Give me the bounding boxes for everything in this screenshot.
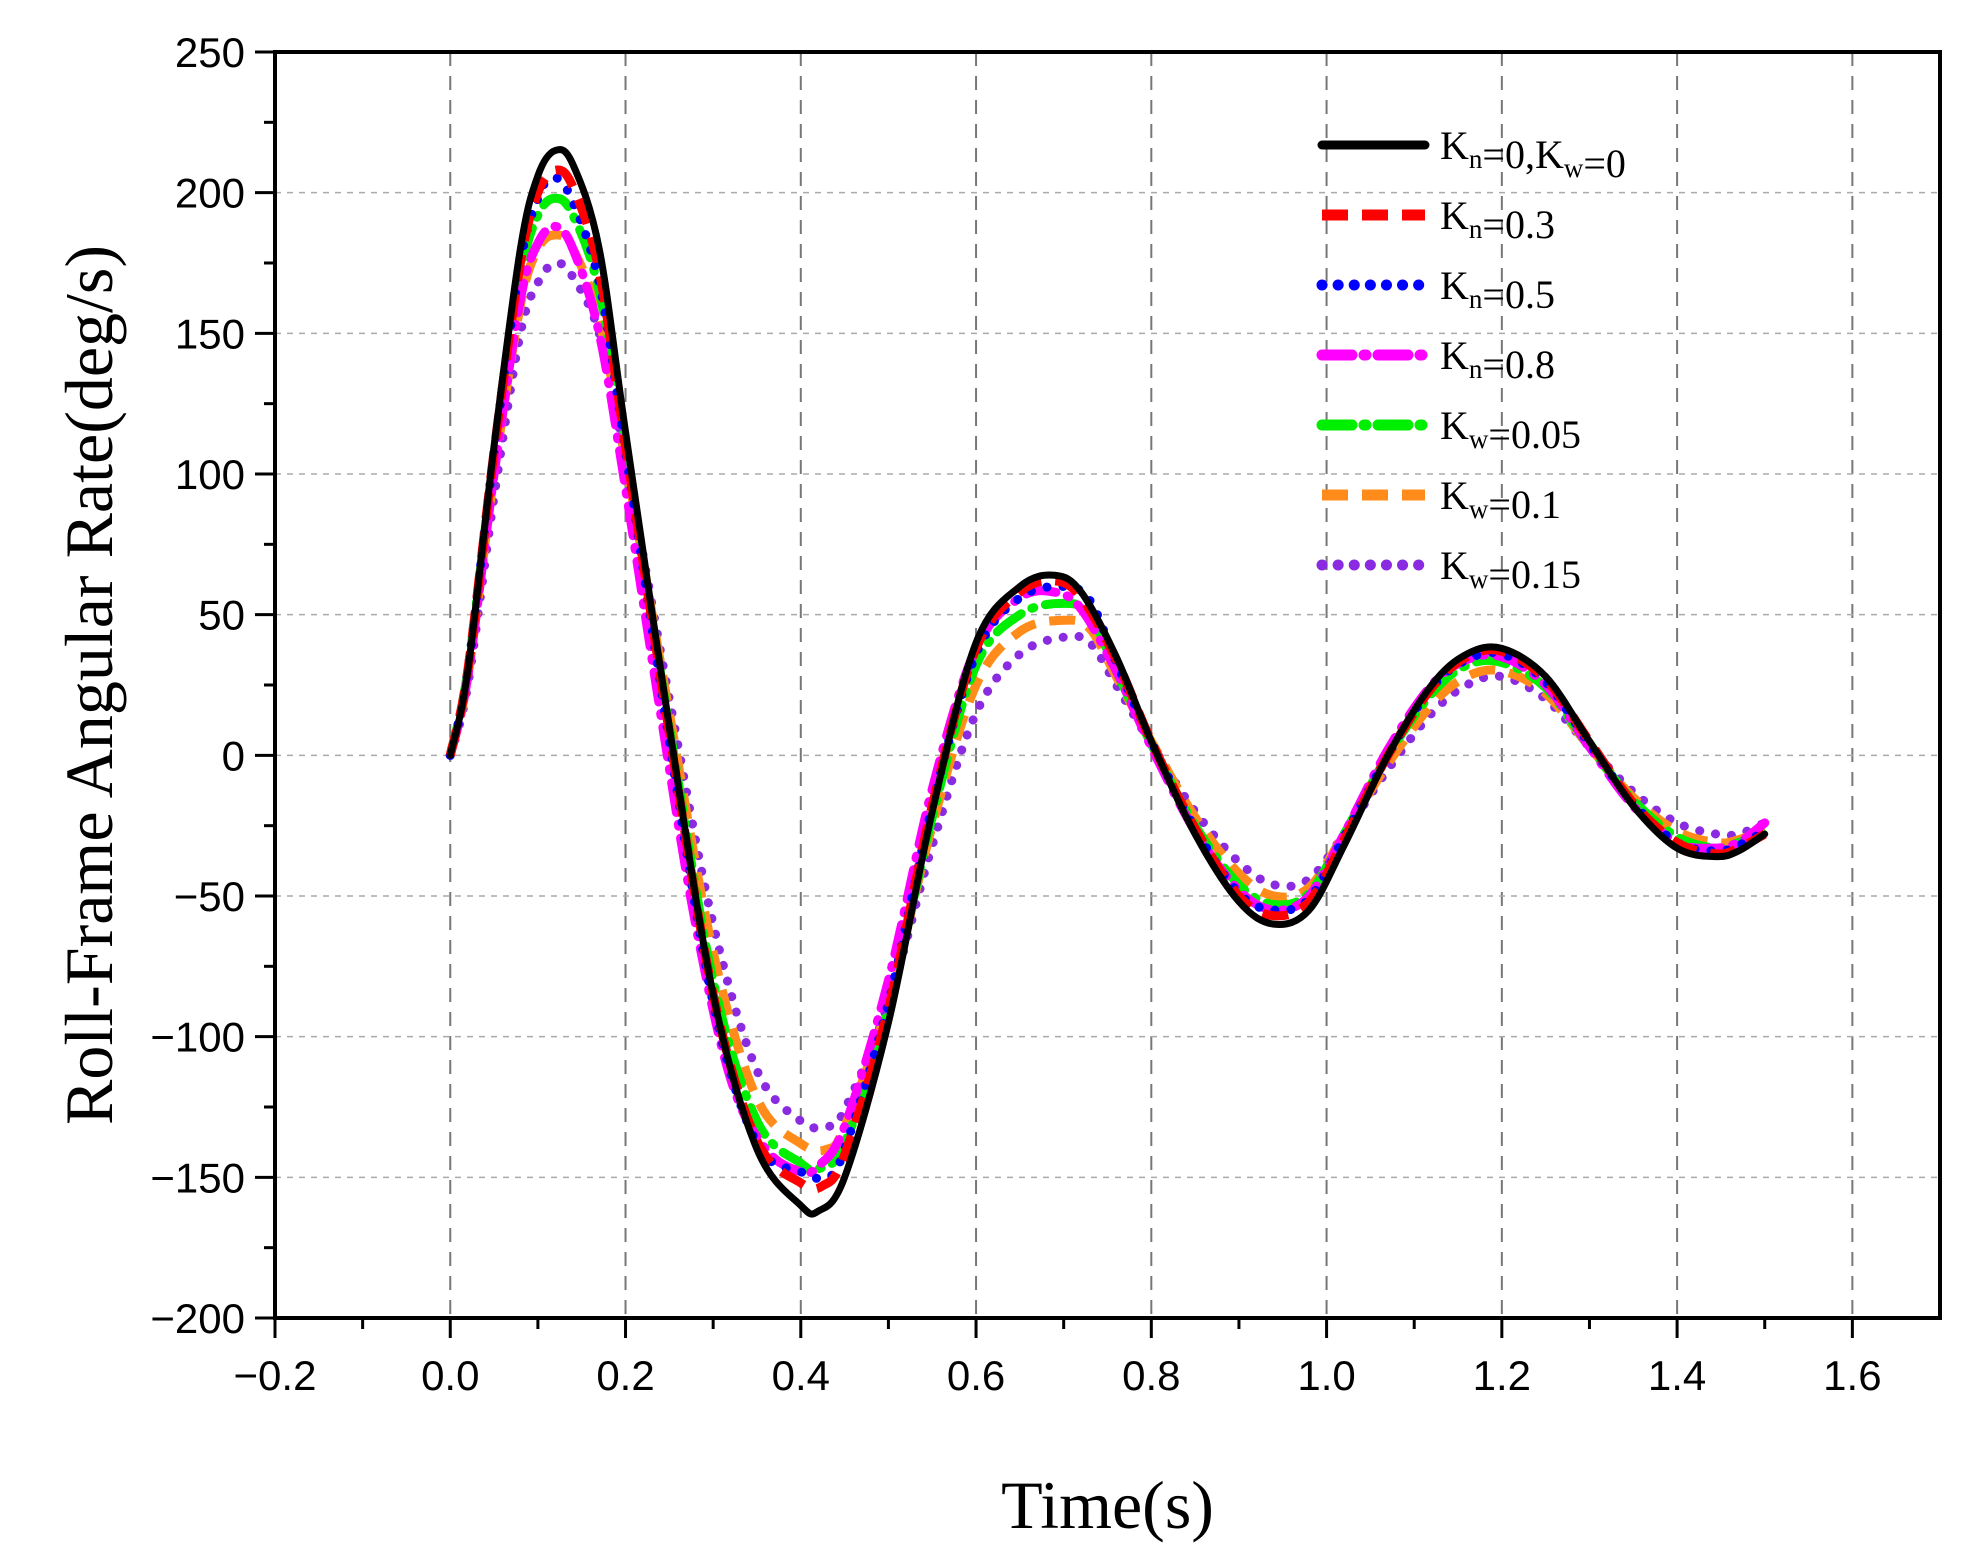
series-line	[446, 146, 1769, 1218]
x-tick-label: 1.4	[1648, 1352, 1706, 1399]
legend-label: Kn=0.5	[1440, 263, 1555, 317]
y-tick-label: −100	[150, 1014, 245, 1061]
x-axis-title: Time(s)	[1001, 1467, 1214, 1543]
series-line	[445, 193, 1770, 1176]
y-tick-label: −150	[150, 1154, 245, 1201]
x-tick-label: 1.0	[1297, 1352, 1355, 1399]
series-line	[445, 230, 1767, 1156]
x-tick-label: 0.6	[947, 1352, 1005, 1399]
series-line	[445, 221, 1770, 1178]
axis-layer: −0.2 0.0 0.2 0.4 0.6 0.8 1.0 1.2 1.4 1.6 −200 −150 −…	[150, 29, 1881, 1399]
y-tick-label: −50	[174, 873, 245, 920]
x-tick-label: 0.0	[421, 1352, 479, 1399]
y-tick-label: 250	[175, 29, 245, 76]
legend-label: Kn=0.8	[1440, 333, 1555, 387]
series-layer	[445, 146, 1770, 1218]
x-tick-label: −0.2	[234, 1352, 317, 1399]
y-tick-label: 200	[175, 170, 245, 217]
y-tick-label: 0	[222, 732, 245, 779]
y-axis-title: Roll-Frame Angular Rate(deg/s)	[51, 245, 127, 1125]
series-line	[445, 173, 1770, 1184]
x-tick-label: 0.2	[596, 1352, 654, 1399]
series-line	[445, 258, 1770, 1133]
x-tick-label: 0.4	[772, 1352, 830, 1399]
y-tick-label: −200	[150, 1295, 245, 1342]
legend-label: Kn=0,Kw=0	[1440, 123, 1626, 186]
legend-label: Kw=0.15	[1440, 543, 1581, 597]
x-tick-label: 1.6	[1823, 1352, 1881, 1399]
y-tick-label: 50	[198, 592, 245, 639]
legend-label: Kn=0.3	[1440, 193, 1555, 247]
x-tick-label: 1.2	[1473, 1352, 1531, 1399]
legend-label: Kw=0.1	[1440, 473, 1561, 527]
y-tick-label: 150	[175, 310, 245, 357]
legend: Kn=0,Kw=0 Kn=0.3 Kn=0.5 Kn=0.8 Kw=0.05 Kw=0.1…	[1316, 123, 1626, 597]
x-tick-label: 0.8	[1122, 1352, 1180, 1399]
y-tick-label: 100	[175, 451, 245, 498]
legend-label: Kw=0.05	[1440, 403, 1581, 457]
